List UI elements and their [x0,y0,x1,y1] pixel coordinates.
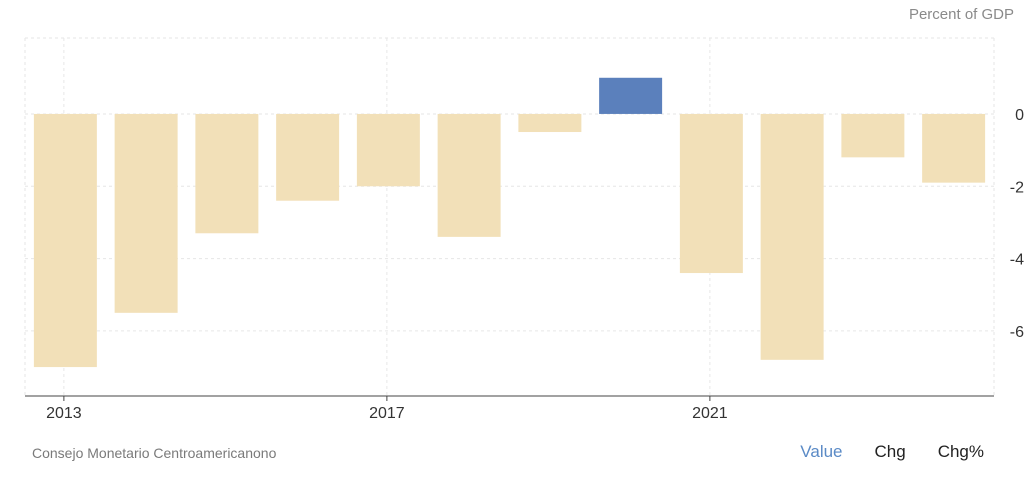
tab-chg[interactable]: Chg [874,442,906,461]
tab-chg-percent[interactable]: Chg% [937,442,984,461]
bar-2017[interactable] [356,113,420,187]
bar-2014[interactable] [114,113,178,313]
x-tick-label: 2013 [46,405,82,422]
axis-layer: 0 -2 -4 -6 2013 2017 2021 [25,107,1024,422]
x-tick-label: 2021 [692,405,728,422]
x-tick-label: 2017 [369,405,405,422]
bar-2024[interactable] [922,113,986,183]
unit-label: Percent of GDP [908,6,1014,23]
bar-2013[interactable] [33,113,97,368]
bar-2016[interactable] [276,113,340,201]
bar-2021[interactable] [679,113,743,274]
source-label: Consejo Monetario Centroamericanono [32,445,277,461]
bar-2022[interactable] [760,113,824,360]
y-tick-label: -6 [1010,324,1024,341]
y-tick-label: 0 [1015,107,1024,124]
bar-layer [33,77,986,368]
y-tick-label: -2 [1010,179,1024,196]
bar-2015[interactable] [195,113,259,234]
bar-2020[interactable] [599,77,663,114]
bar-2019[interactable] [518,113,582,133]
bar-2018[interactable] [437,113,501,237]
y-tick-label: -4 [1010,252,1024,269]
view-tabs: Value Chg Chg% [768,442,984,462]
bar-2023[interactable] [841,113,905,158]
tab-value[interactable]: Value [800,442,843,461]
bar-chart: 0 -2 -4 -6 2013 2017 2021 [24,37,1024,422]
